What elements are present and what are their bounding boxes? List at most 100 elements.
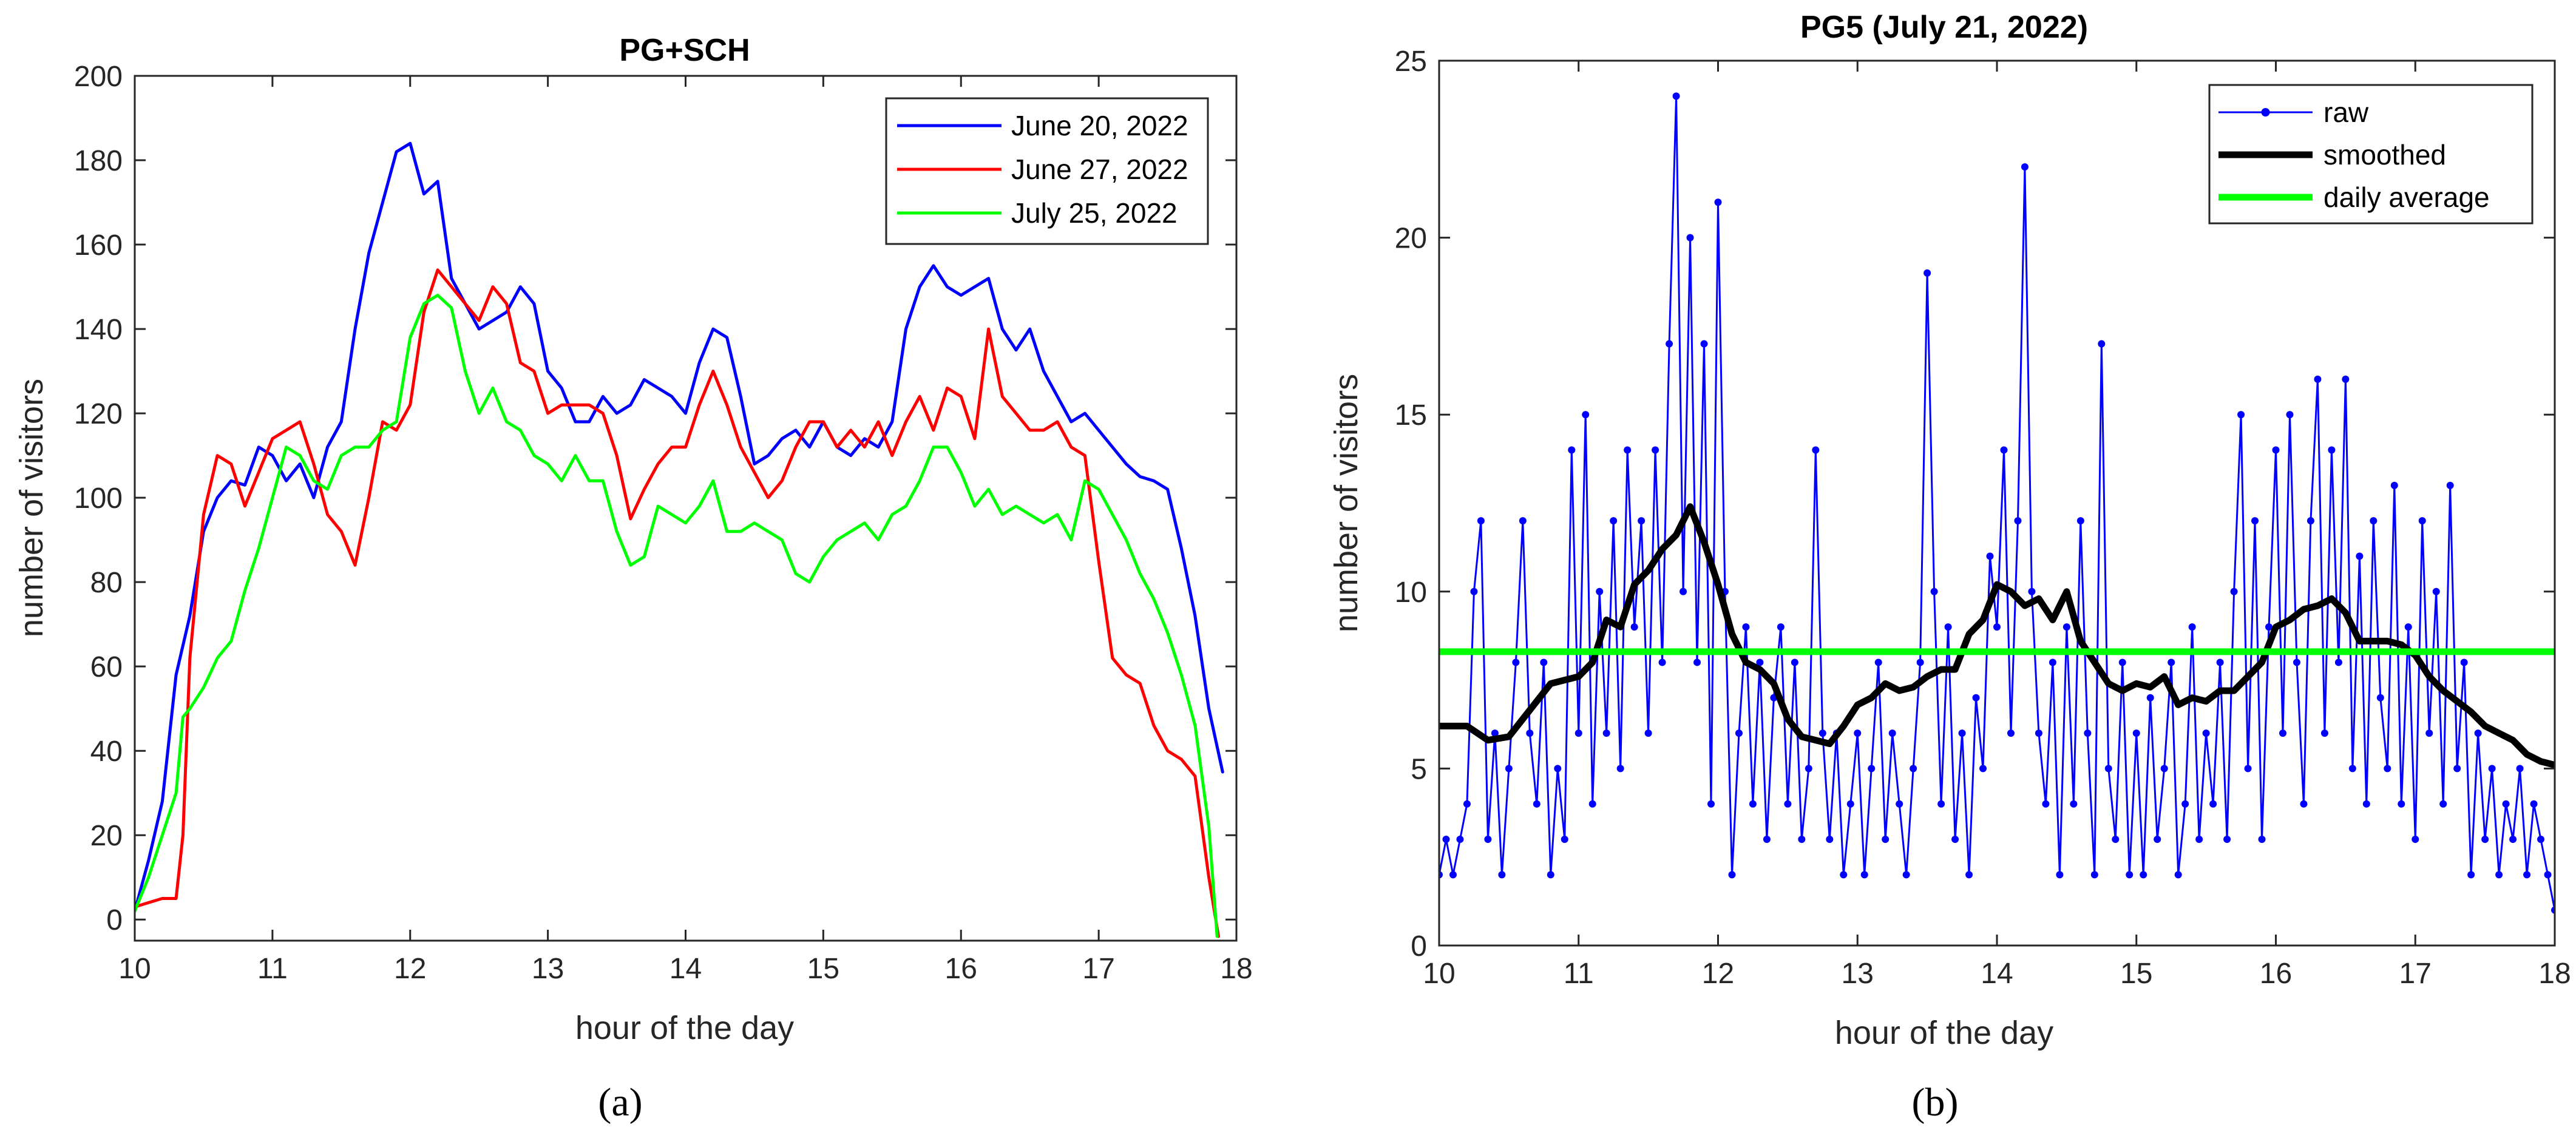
panel-b-xtick-label: 17 <box>2399 958 2432 990</box>
panel-b-raw-point <box>1979 765 1987 773</box>
panel-b-raw-point <box>1547 871 1554 879</box>
panel-b-raw-point <box>1937 800 1945 808</box>
panel-b-raw-point <box>2146 694 2154 702</box>
panel-b-raw-point <box>1533 800 1541 808</box>
panel-a-xtick-label: 15 <box>807 953 839 985</box>
panel-b-raw-point <box>1686 234 1694 242</box>
panel-b-ytick-label: 10 <box>1395 577 1427 609</box>
panel-b-raw-point <box>1666 340 1673 348</box>
panel-b-raw-point <box>2334 658 2342 666</box>
panel-b-raw-point <box>1596 587 1604 595</box>
panel-b-raw-point <box>2195 836 2203 844</box>
panel-b-raw-point <box>1693 658 1701 666</box>
panel-b-raw-point <box>2021 163 2029 171</box>
panel-b-raw-point <box>2216 658 2224 666</box>
panel-b-raw-point <box>1784 800 1792 808</box>
panel-b-raw-point <box>2035 729 2042 737</box>
panel-a-xtick-label: 14 <box>669 953 702 985</box>
panel-b-raw-point <box>2000 446 2008 454</box>
panel-b-raw-point <box>2474 729 2482 737</box>
panel-b-raw-point <box>2014 517 2022 525</box>
panel-b-raw-point <box>2237 411 2245 419</box>
panel-b-raw-point <box>2084 729 2092 737</box>
panel-b-raw-point <box>2181 800 2189 808</box>
panel-b-raw-point <box>2328 446 2336 454</box>
panel-b-raw-point <box>1902 871 1910 879</box>
panel-b-raw-point <box>2230 587 2238 595</box>
panel-b-raw-point <box>2272 446 2280 454</box>
panel-a-ytick-label: 200 <box>74 61 123 93</box>
panel-a-xlabel: hour of the day <box>575 1010 794 1046</box>
panel-b-raw-point <box>1574 729 1582 737</box>
panel-b-raw-point <box>2070 800 2078 808</box>
panel-b-title: PG5 (July 21, 2022) <box>1800 10 2088 45</box>
panel-b-raw-point <box>2154 836 2161 844</box>
panel-b-raw-point <box>2453 765 2461 773</box>
panel-b-raw-point <box>1742 623 1750 631</box>
panel-b-raw-point <box>1449 871 1457 879</box>
panel-b-raw-point <box>1707 800 1715 808</box>
panel-a-ytick-label: 180 <box>74 145 123 177</box>
panel-b-raw-point <box>2062 623 2070 631</box>
panel-b-raw-point <box>1756 658 1764 666</box>
panel-b-raw-point <box>1442 836 1450 844</box>
panel-b-raw-point <box>1519 517 1527 525</box>
panel-b-legend: raw smoothed daily average <box>2208 84 2534 225</box>
panel-a-series-june-27-2022 <box>135 268 1220 938</box>
panel-b-xtick-label: 11 <box>1564 958 1594 990</box>
panel-a-ytick-label: 0 <box>106 904 123 936</box>
panel-b-raw-point <box>1910 765 1917 773</box>
panel-b-raw-point <box>2007 729 2015 737</box>
panel-b-raw-point <box>2028 587 2036 595</box>
panel-b-raw-point <box>1672 92 1680 100</box>
panel-b-raw-point <box>2425 729 2433 737</box>
panel-b-raw-point <box>1540 658 1548 666</box>
panel-b-raw-point <box>2126 871 2134 879</box>
panel-b-raw-point <box>2390 481 2398 489</box>
panel-b-raw-point <box>2342 375 2350 383</box>
panel-b-raw-point <box>2042 800 2050 808</box>
panel-b-raw-point <box>2446 481 2454 489</box>
panel-b-raw-point <box>1602 729 1610 737</box>
panel-b-raw-point <box>2293 658 2300 666</box>
legend-label-smoothed: smoothed <box>2323 139 2446 171</box>
panel-a-ytick-label: 100 <box>74 482 123 515</box>
panel-b-raw-point <box>1749 800 1757 808</box>
panel-a-ytick-label: 20 <box>90 820 123 852</box>
panel-b-raw-point <box>1568 446 1576 454</box>
panel-b-xtick-label: 16 <box>2260 958 2292 990</box>
panel-b-ytick-label: 5 <box>1411 753 1427 785</box>
panel-b-raw-point <box>2439 800 2447 808</box>
panel-b-raw-point <box>1993 623 2001 631</box>
panel-b-raw-point <box>1735 729 1743 737</box>
panel-b-raw-point <box>1805 765 1812 773</box>
panel-b-raw-point <box>1484 836 1492 844</box>
panel-b-raw-point <box>2251 517 2259 525</box>
panel-b-raw-point <box>1658 658 1666 666</box>
panel-b-raw-point <box>2258 836 2266 844</box>
legend-label-june-20-2022: June 20, 2022 <box>1011 110 1188 141</box>
panel-a-ytick-label: 140 <box>74 314 123 346</box>
panel-b-raw-point <box>2481 836 2489 844</box>
panel-b-raw-point <box>1944 623 1952 631</box>
legend-label-july-25-2022: July 25, 2022 <box>1011 197 1178 229</box>
panel-b-raw-point <box>1874 658 1882 666</box>
panel-b-raw-point <box>1965 871 1973 879</box>
panel-a-xtick-label: 13 <box>532 953 564 985</box>
panel-b-raw-point <box>2404 623 2412 631</box>
panel-b-raw-point <box>2049 658 2056 666</box>
panel-b-caption: (b) <box>1912 1080 1959 1125</box>
panel-b-raw-point <box>2530 800 2538 808</box>
panel-b-raw-point <box>2356 552 2364 560</box>
panel-b-raw-point <box>2209 800 2217 808</box>
panel-b-raw-point <box>2188 623 2196 631</box>
panel-b-raw-point <box>1818 729 1826 737</box>
panel-b-raw-point <box>1630 623 1638 631</box>
legend-label-raw: raw <box>2323 96 2369 128</box>
panel-a-ytick-label: 80 <box>90 567 123 599</box>
panel-b-raw-point <box>1972 694 1980 702</box>
panel-b-raw-point <box>1456 836 1464 844</box>
panel-b-raw-point <box>1791 658 1798 666</box>
panel-b-ytick-label: 25 <box>1395 46 1427 78</box>
